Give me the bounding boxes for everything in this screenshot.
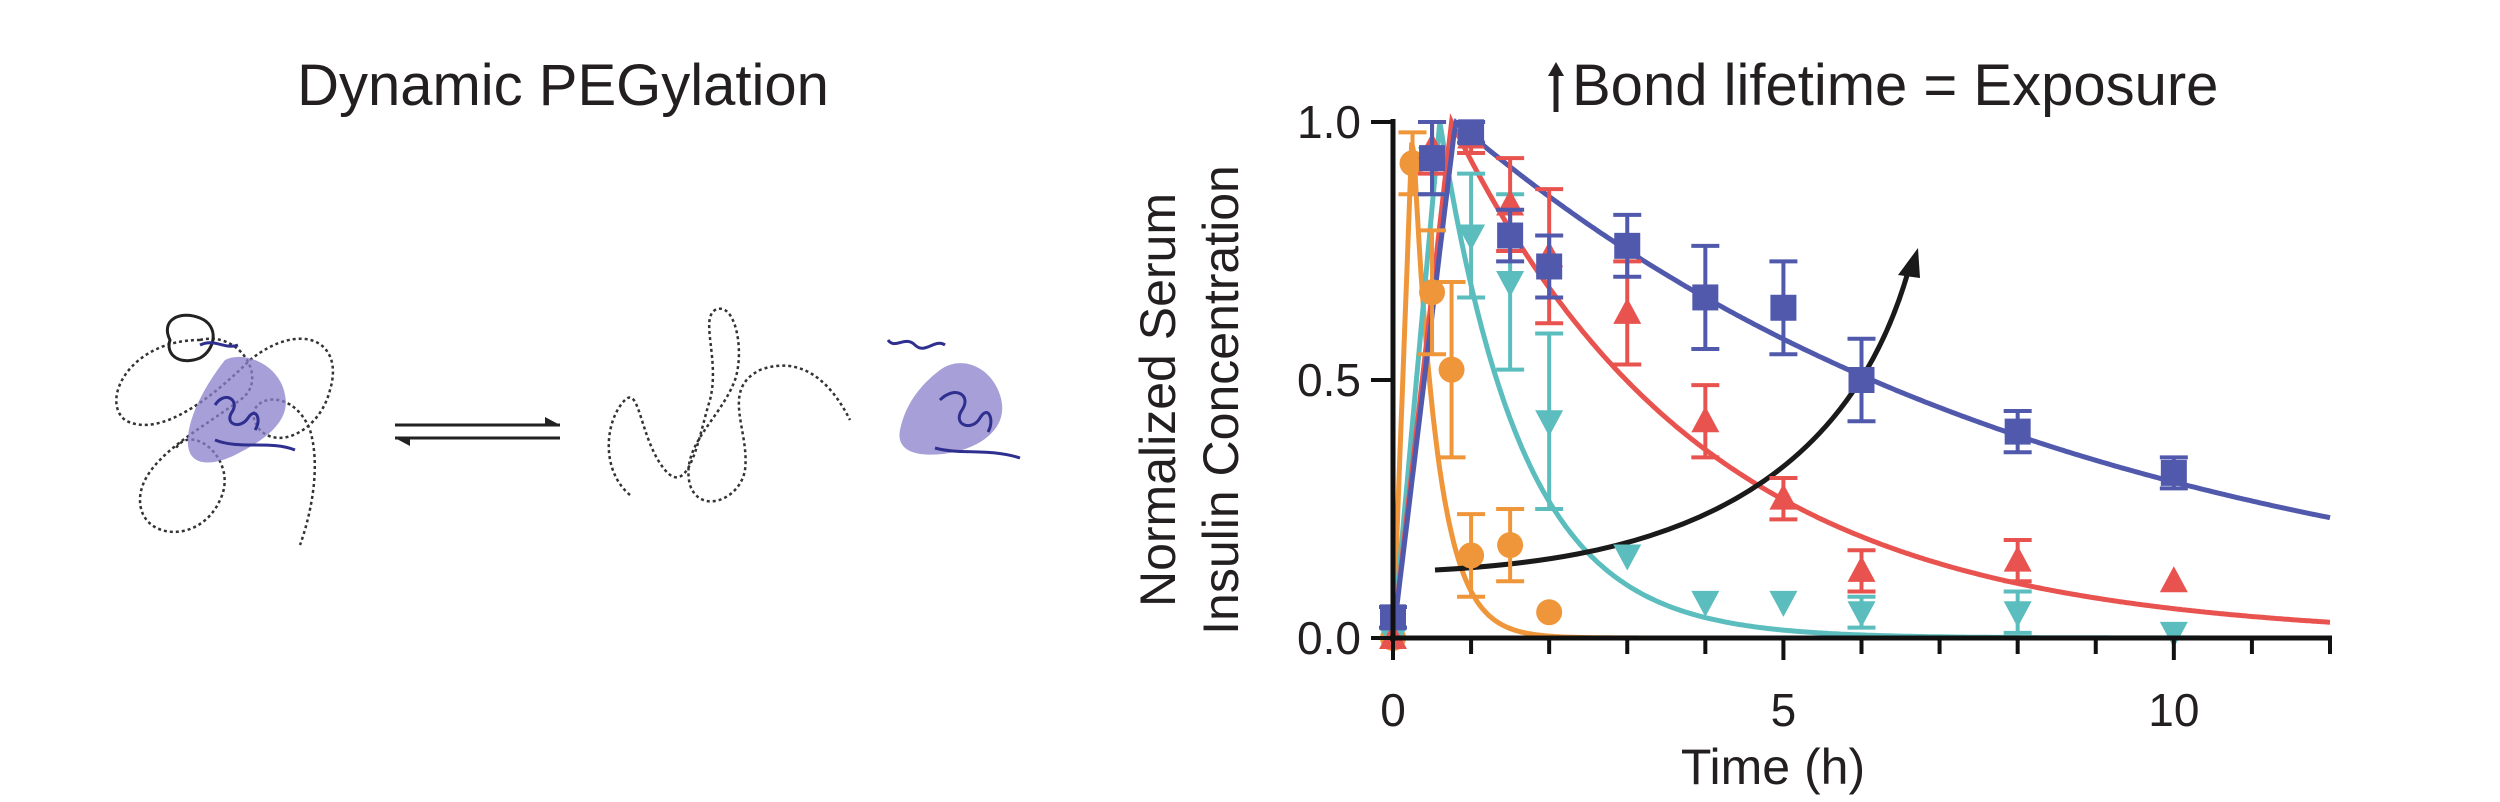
data-point-1-8	[1847, 601, 1876, 628]
data-point-1-9	[2003, 601, 2032, 628]
data-point-0-3	[1438, 356, 1465, 383]
data-point-1-3	[1496, 270, 1525, 297]
data-point-3-10	[2160, 459, 2187, 486]
insulin-chain-bound	[199, 341, 296, 452]
data-point-1-5	[1613, 544, 1642, 571]
data-point-3-7	[1770, 294, 1797, 321]
data-point-3-2	[1458, 119, 1485, 146]
y-tick-label-2: 1.0	[1297, 96, 1361, 148]
data-point-0-4	[1458, 542, 1485, 569]
insulin-shape-bound	[187, 356, 286, 463]
data-point-1-7	[1769, 590, 1798, 617]
data-point-2-9	[2003, 545, 2032, 572]
data-point-0-1	[1399, 150, 1426, 177]
data-point-3-8	[1848, 367, 1875, 393]
exposure-arrowhead	[1898, 248, 1920, 278]
data-point-3-4	[1536, 253, 1563, 280]
data-point-2-10	[2159, 566, 2188, 593]
data-point-2-5	[1613, 297, 1642, 324]
y-tick-label-0: 0.0	[1297, 612, 1361, 664]
free-peg-coil	[607, 307, 852, 503]
pegylated-insulin-complex	[115, 313, 335, 546]
data-point-2-7	[1769, 483, 1798, 510]
data-point-0-6	[1536, 599, 1563, 626]
data-point-0-2	[1419, 279, 1446, 306]
data-point-2-6	[1691, 406, 1720, 433]
y-axis-label-line1: Normalized Serum	[1130, 193, 1186, 607]
y-axis-label-line2: Insulin Concentration	[1193, 165, 1249, 635]
data-point-1-10	[2159, 621, 2188, 648]
peg-loop-solid	[165, 313, 215, 363]
free-insulin	[886, 338, 1021, 460]
data-point-1-6	[1691, 590, 1720, 617]
data-point-0-5	[1497, 532, 1524, 559]
data-point-3-3	[1497, 222, 1524, 249]
data-point-1-2	[1457, 224, 1486, 251]
up-arrow-icon	[1548, 62, 1564, 112]
exposure-arrow	[1434, 264, 1913, 573]
chart-title: Bond lifetime = Exposure	[1548, 53, 2218, 118]
data-point-3-9	[2004, 418, 2031, 445]
x-tick-label-0: 0	[1380, 684, 1406, 736]
plot-area: 0 5 10 0.0 0.5 1.0	[1297, 96, 2332, 736]
chart-title-text: Bond lifetime = Exposure	[1572, 53, 2218, 118]
y-tick-label-1: 0.5	[1297, 354, 1361, 406]
x-tick-label-2: 10	[2148, 684, 2199, 736]
x-axis-label: Time (h)	[1681, 739, 1865, 795]
equilibrium-arrows	[395, 417, 560, 446]
data-point-3-5	[1614, 232, 1641, 259]
insulin-chain-free	[886, 338, 1021, 460]
insulin-shape-free	[899, 363, 1003, 455]
data-point-3-1	[1419, 145, 1446, 172]
schematic-title: Dynamic PEGylation	[297, 53, 829, 118]
data-point-3-6	[1692, 284, 1719, 311]
data-point-1-4	[1535, 410, 1564, 437]
x-tick-label-1: 5	[1771, 684, 1797, 736]
data-point-2-8	[1847, 555, 1876, 582]
